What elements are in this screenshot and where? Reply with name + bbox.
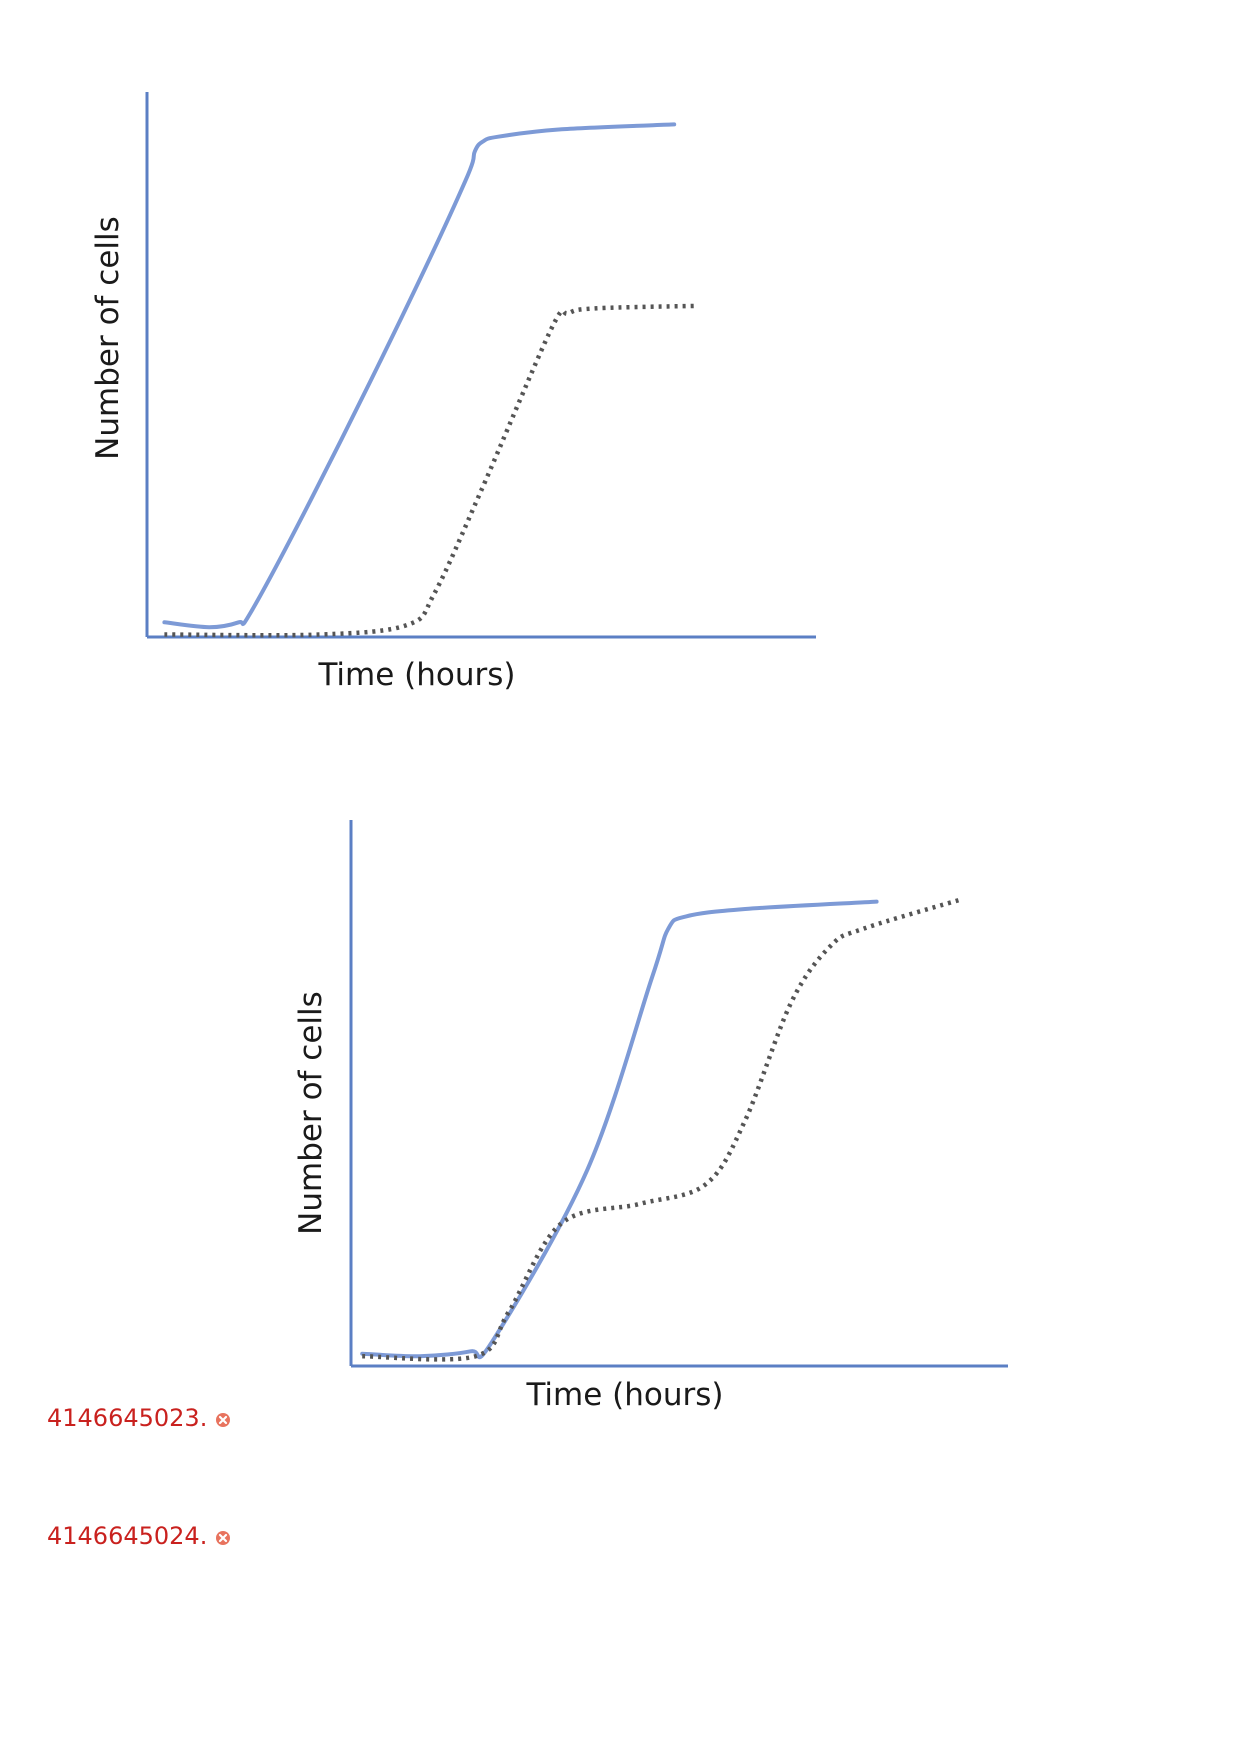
growth-chart-1: Time (hours) Number of cells — [0, 40, 1240, 720]
growth-chart-2: Time (hours) Number of cells — [0, 790, 1240, 1430]
solid-series-line — [360, 899, 879, 1360]
x-axis-label: Time (hours) — [525, 1377, 723, 1413]
dotted-series-line — [164, 303, 696, 638]
answer-row: 4146645024. — [47, 1522, 231, 1550]
x-axis-label: Time (hours) — [317, 657, 515, 693]
growth-chart-1-svg: Time (hours) Number of cells — [90, 92, 816, 693]
dotted-series-line — [362, 897, 963, 1362]
answer-row: 4146645023. — [47, 1404, 231, 1432]
wrong-icon — [216, 1531, 231, 1545]
growth-chart-2-svg: Time (hours) Number of cells — [293, 820, 1008, 1413]
answer-text: 4146645023. — [47, 1404, 208, 1432]
y-axis-label: Number of cells — [90, 216, 126, 460]
solid-series-line — [162, 122, 677, 630]
y-axis-label: Number of cells — [293, 991, 329, 1235]
wrong-icon — [216, 1413, 231, 1427]
answer-text: 4146645024. — [47, 1522, 208, 1550]
